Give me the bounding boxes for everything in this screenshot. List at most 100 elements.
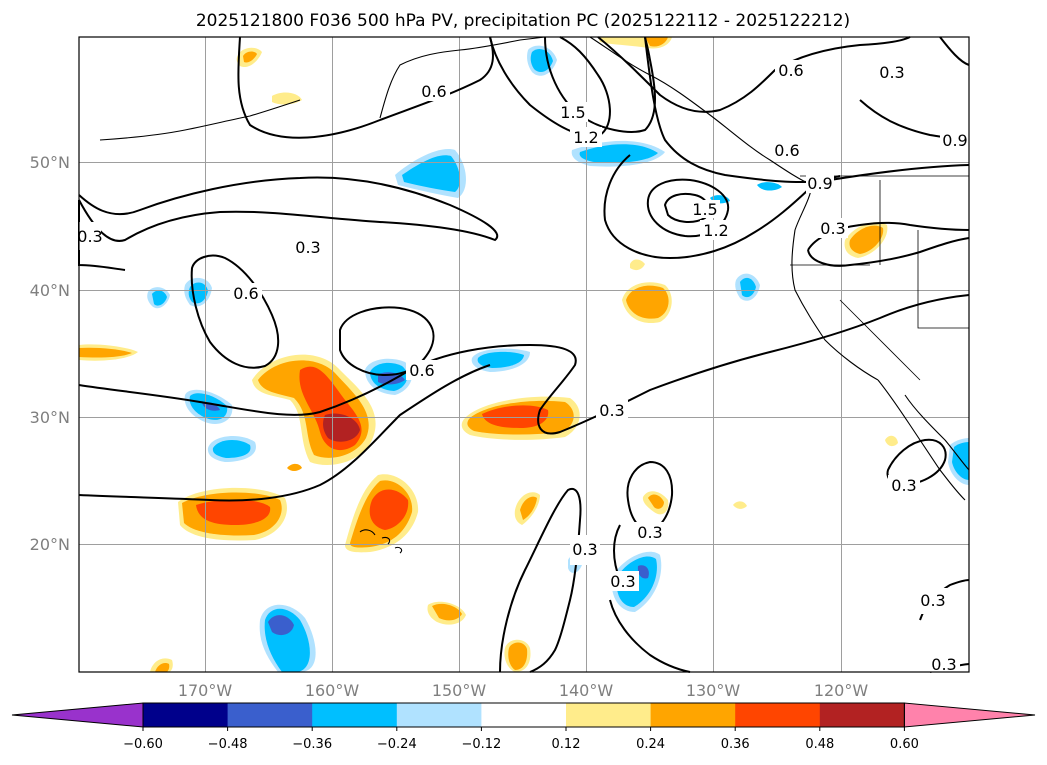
precip-positive-area [849,225,884,254]
contour-label: 1.2 [570,127,602,147]
pv-contour [78,176,499,242]
precip-negative-area [757,182,782,191]
contour-label: 1.2 [700,220,732,240]
precip-positive-area [520,496,537,520]
contour-label: 0.9 [940,130,970,150]
alaska-coastline [379,36,546,119]
contour-label: 0.3 [570,535,600,565]
precip-negative-area [579,144,658,163]
svg-text:0.6: 0.6 [233,284,258,303]
colorbar-segment [312,703,398,727]
pv-contours [78,36,970,673]
aleutian-islands [99,99,301,141]
pv-contour [78,364,491,502]
svg-text:0.6: 0.6 [774,141,799,160]
precip-positive-area [626,285,669,319]
contour-label: 0.3 [77,222,103,250]
contour-label: 0.6 [418,81,450,101]
lon-label: 170°W [178,681,233,700]
svg-text:0.3: 0.3 [920,591,945,610]
precip-positive-area [432,603,462,621]
lon-label: 150°W [432,681,487,700]
contour-label: 0.3 [818,218,848,238]
precip-positive-area [482,405,549,428]
figure-title: 2025121800 F036 500 hPa PV, precipitatio… [196,11,850,31]
colorbar-tick-label: 0.12 [552,737,581,752]
precip-positive-area [196,499,271,525]
colorbar-segment [566,703,652,727]
pv-contour [609,599,691,673]
precip-negative-area [740,277,756,298]
precip-negative-area [477,351,524,368]
contour-label: 1.5 [690,200,720,219]
precip-negative-area [212,439,251,458]
precip-positive-area [630,259,645,271]
lon-label: 140°W [559,681,614,700]
contour-label: 0.6 [775,60,807,80]
svg-text:0.3: 0.3 [879,63,904,82]
svg-text:0.3: 0.3 [931,655,956,674]
precip-negative-area [530,49,553,73]
contour-label: 0.3 [292,237,324,257]
contour-label: 1.5 [558,102,588,122]
svg-text:0.3: 0.3 [599,401,624,420]
precip-positive-area [733,501,747,509]
svg-text:1.5: 1.5 [692,200,717,219]
contour-label: 0.6 [406,360,438,380]
colorbar-segment [819,703,905,727]
colorbar-extend-max [903,702,1036,728]
pv-contour [644,36,970,184]
contour-label: 0.3 [596,400,628,420]
precip-positive-area [508,642,528,670]
longitude-labels: 170°W 160°W 150°W 140°W 130°W 120°W [178,681,869,700]
precip-positive-area [648,494,664,509]
colorbar-segment [481,703,567,727]
svg-text:0.3: 0.3 [637,523,662,542]
precip-negative-area [202,402,220,411]
lat-label: 50°N [30,153,70,172]
precip-positive-area [287,463,302,471]
contour-label: 0.3 [888,475,920,495]
west-coast [791,184,879,381]
svg-text:0.3: 0.3 [572,540,597,559]
pv-contour [339,306,435,377]
svg-text:1.2: 1.2 [573,128,598,147]
svg-text:1.2: 1.2 [703,221,728,240]
colorbar-tick-label: 0.48 [805,737,834,752]
colorbar-segment [143,703,229,727]
svg-text:0.3: 0.3 [891,476,916,495]
svg-text:0.3: 0.3 [610,572,635,591]
colorbar-tick-label: 0.24 [636,737,665,752]
pv-contour [78,294,970,435]
precip-positive-area [885,435,898,447]
colorbar-frame [142,702,905,728]
svg-text:0.3: 0.3 [820,219,845,238]
contour-label: 0.3 [918,588,948,614]
contour-label: 0.9 [806,173,834,193]
colorbar: −0.60 −0.48 −0.36 −0.24 −0.12 0.12 0.24 0.36 0.4… [11,702,1036,752]
precip-positive-area [645,37,668,47]
lon-label: 130°W [686,681,741,700]
map-frame [78,36,970,673]
contour-label: 0.6 [772,140,802,160]
hawaii [359,529,403,554]
precip-negative-area [637,565,649,579]
pv-contour [597,36,911,113]
precip-positive-area [79,347,132,358]
mexico-mainland [904,394,970,471]
contour-label: 0.3 [928,655,960,674]
lon-label: 160°W [305,681,360,700]
contour-label: 0.3 [634,522,666,542]
pv-contour [544,36,656,133]
precip-negative-area [152,290,167,306]
colorbar-tick-label: −0.24 [377,737,417,752]
pv-contour [939,36,970,66]
graticule [79,37,969,672]
lat-label: 30°N [30,408,70,427]
svg-text:0.6: 0.6 [421,82,446,101]
svg-text:0.6: 0.6 [778,61,803,80]
lon-label: 120°W [814,681,869,700]
map-panel: 0.6 1.5 1.2 0.3 0.6 0.9 0.6 0.9 1.5 1.2 … [77,36,970,674]
colorbar-segment [227,703,313,727]
precip-positive-area [369,489,409,530]
